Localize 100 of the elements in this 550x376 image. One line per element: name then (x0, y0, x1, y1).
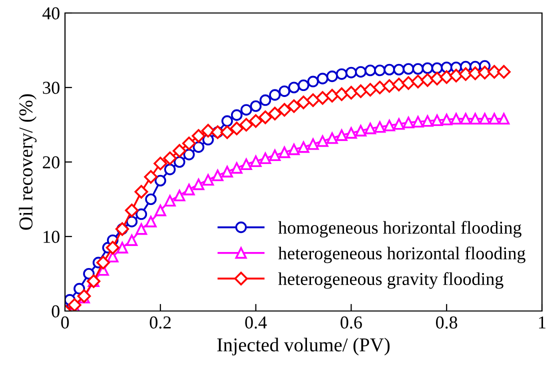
point (307, 76, 319, 88)
point (182, 136, 196, 150)
point (212, 170, 224, 182)
point (278, 103, 292, 117)
point (364, 122, 376, 134)
point (363, 82, 378, 97)
point (420, 73, 434, 87)
x-tick-label: 0.6 (340, 316, 362, 329)
point (154, 204, 166, 216)
point (497, 65, 511, 79)
point (136, 223, 148, 235)
point (316, 91, 330, 105)
point (440, 114, 452, 126)
point (230, 109, 242, 121)
point (364, 64, 376, 76)
point (278, 146, 290, 158)
legend-label: heterogeneous horizontal flooding (278, 246, 526, 264)
legend-label: homogeneous horizontal flooding (278, 220, 522, 238)
point (384, 120, 396, 132)
point (288, 144, 300, 156)
point (172, 144, 186, 158)
point (354, 84, 368, 98)
legend-label: heterogeneous gravity flooding (278, 272, 504, 289)
point (488, 65, 502, 79)
point (154, 174, 166, 186)
point (431, 114, 443, 126)
point (268, 106, 282, 120)
point (488, 113, 500, 125)
point (325, 88, 339, 102)
point (316, 72, 328, 84)
point (449, 68, 463, 82)
point (298, 80, 310, 92)
point (460, 113, 472, 125)
point (221, 166, 233, 178)
x-tick-label: 0.8 (436, 316, 458, 329)
point (296, 96, 310, 110)
point (126, 216, 138, 228)
point (374, 64, 386, 76)
point (192, 141, 204, 153)
point (298, 141, 310, 153)
y-tick-label: 0 (52, 305, 60, 318)
point (192, 129, 206, 143)
point (354, 124, 367, 136)
point (124, 204, 139, 218)
point (422, 115, 434, 127)
y-axis-title: Oil recovery/ (%) (18, 94, 37, 230)
point (145, 216, 157, 228)
point (249, 114, 263, 128)
point (382, 79, 396, 93)
point (306, 93, 320, 107)
point (402, 116, 414, 128)
point (260, 94, 272, 106)
point (126, 234, 138, 246)
point (336, 68, 348, 80)
point (240, 104, 252, 116)
point (174, 190, 186, 202)
point (269, 89, 281, 101)
point (336, 129, 348, 141)
point (183, 184, 195, 196)
point (144, 170, 158, 184)
point (412, 63, 424, 75)
x-tick-label: 0.2 (150, 316, 171, 329)
point (402, 63, 414, 75)
point (220, 125, 234, 139)
point (316, 135, 328, 147)
point (430, 72, 444, 86)
point (230, 162, 242, 174)
y-tick-label: 20 (42, 156, 60, 168)
point (269, 150, 281, 162)
point (422, 62, 434, 74)
x-tick-label: 1 (539, 316, 546, 328)
x-tick-label: 0 (61, 316, 69, 329)
point (402, 76, 416, 90)
point (145, 193, 157, 206)
point (468, 66, 482, 80)
point (250, 100, 262, 112)
point (230, 122, 244, 136)
point (164, 164, 176, 176)
point (412, 116, 424, 128)
point (221, 115, 233, 127)
point (258, 110, 272, 124)
point (345, 127, 357, 139)
point (326, 132, 338, 144)
point (202, 174, 214, 186)
point (83, 268, 95, 280)
y-tick-label: 10 (44, 230, 60, 243)
point (344, 86, 358, 100)
point (240, 158, 252, 170)
point (174, 156, 186, 168)
point (393, 64, 405, 76)
point (154, 156, 168, 170)
point (374, 121, 386, 133)
x-tick-label: 0.4 (245, 316, 267, 329)
point (183, 148, 195, 160)
point (450, 113, 462, 125)
point (163, 151, 177, 166)
point (393, 118, 405, 130)
point (116, 242, 128, 254)
point (288, 82, 300, 94)
point (469, 113, 481, 125)
